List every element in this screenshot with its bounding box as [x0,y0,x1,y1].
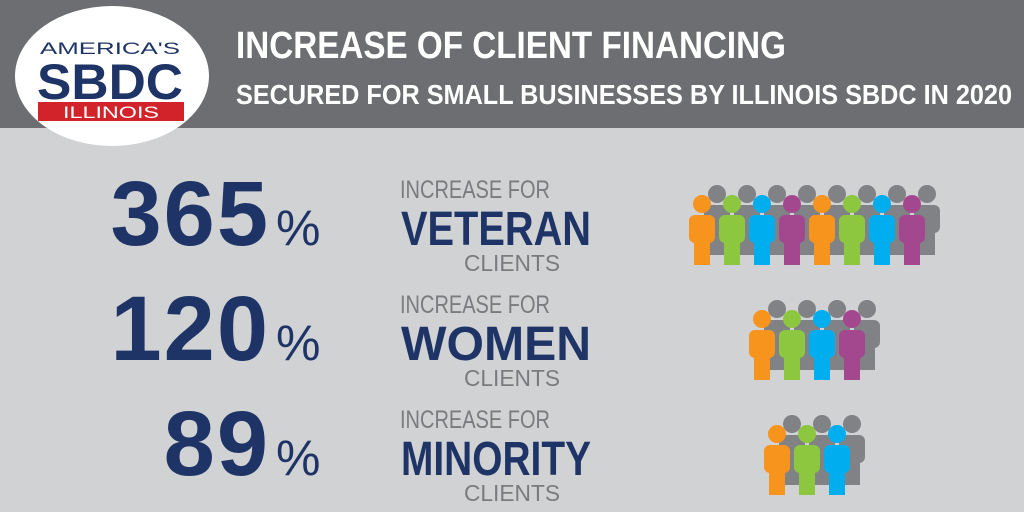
person-head [813,310,831,328]
person-back-head [828,185,846,203]
person-back-head [858,300,876,318]
person-head [873,195,891,213]
title: INCREASE OF CLIENT FINANCING [236,25,786,67]
person-legs [904,235,920,265]
person-back-head [768,300,786,318]
percent-unit: % [276,315,320,371]
person-head [783,195,801,213]
person-legs [814,350,830,380]
person-back-head [738,185,756,203]
person-back-head [858,185,876,203]
person-head [813,195,831,213]
person-legs [784,350,800,380]
person-head [843,310,861,328]
logo-top: AMERICA'S [40,39,180,58]
person-head [843,195,861,213]
person-head [798,425,816,443]
person-back-head [843,415,861,433]
person-back-head [798,300,816,318]
person-legs [724,235,740,265]
row-line2: CLIENTS [464,365,560,391]
person-head [768,425,786,443]
person-back-head [828,300,846,318]
row-line1: INCREASE FOR [400,176,550,204]
person-legs [799,465,815,495]
person-legs [844,235,860,265]
person-head [753,195,771,213]
person-back-head [813,415,831,433]
person-head [753,310,771,328]
person-legs [874,235,890,265]
person-back-head [708,185,726,203]
person-legs [784,235,800,265]
person-legs [844,350,860,380]
logo-state-band [38,102,184,121]
row-line1: INCREASE FOR [400,406,550,434]
person-head [723,195,741,213]
person-legs [769,465,785,495]
row-group: WOMEN [401,318,591,371]
person-legs [694,235,710,265]
person-legs [754,235,770,265]
person-back-head [768,185,786,203]
person-head [693,195,711,213]
row-group: VETERAN [401,203,591,256]
percent-value: 89 [164,393,270,495]
person-back-head [798,185,816,203]
row-line2: CLIENTS [464,480,560,506]
percent-unit: % [276,430,320,486]
person-legs [814,235,830,265]
person-head [828,425,846,443]
row-line2: CLIENTS [464,250,560,276]
percent-unit: % [276,200,320,256]
person-back-head [888,185,906,203]
person-head [783,310,801,328]
row-group: MINORITY [401,433,591,486]
person-head [903,195,921,213]
row-line1: INCREASE FOR [400,291,550,319]
percent-value: 120 [111,278,271,380]
subtitle: SECURED FOR SMALL BUSINESSES BY ILLINOIS… [236,79,1012,110]
logo-state: ILLINOIS [63,103,159,122]
percent-value: 365 [111,163,271,265]
person-back-head [783,415,801,433]
person-back-head [918,185,936,203]
person-legs [754,350,770,380]
person-legs [829,465,845,495]
logo-name: SBDC [37,54,183,110]
